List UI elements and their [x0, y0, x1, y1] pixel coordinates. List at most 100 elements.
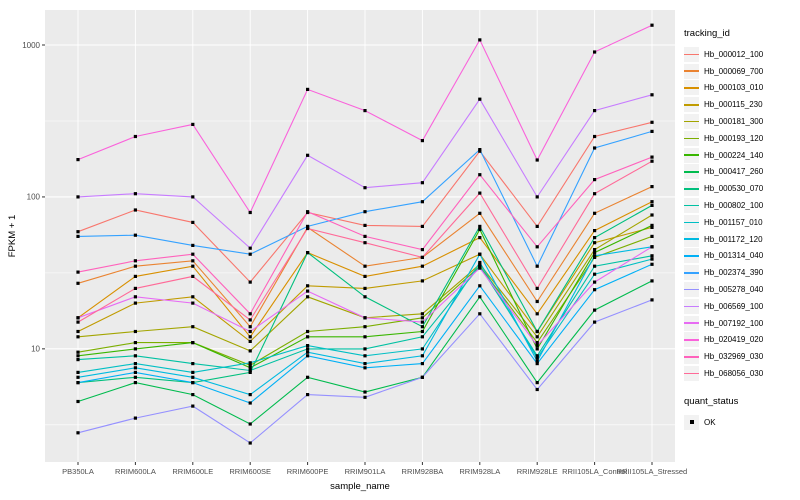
- data-point: [593, 254, 597, 258]
- legend-item: OK: [684, 414, 798, 431]
- legend-item-label: Hb_007192_100: [704, 318, 764, 328]
- legend: tracking_id Hb_000012_100 Hb_000069_700 Hb…: [684, 28, 798, 431]
- data-point: [191, 220, 195, 224]
- data-point: [76, 158, 80, 162]
- data-point: [363, 109, 367, 113]
- y-tick-label: 10: [31, 345, 40, 354]
- data-point: [650, 213, 654, 217]
- data-point: [248, 325, 252, 329]
- data-point: [191, 295, 195, 299]
- legend-item: Hb_000193_120: [684, 130, 798, 147]
- data-point: [76, 230, 80, 234]
- legend-item: Hb_000417_260: [684, 164, 798, 181]
- data-point: [650, 225, 654, 229]
- data-point: [191, 375, 195, 379]
- x-tick-label: RRIM600PE: [287, 467, 329, 476]
- data-point: [593, 251, 597, 255]
- legend-item: Hb_000802_100: [684, 197, 798, 214]
- data-point: [76, 350, 80, 354]
- data-point: [535, 224, 539, 228]
- data-point: [478, 312, 482, 316]
- data-point: [306, 335, 310, 339]
- data-point: [478, 38, 482, 42]
- x-tick-label: RRII105LA_Control: [562, 467, 627, 476]
- data-point: [420, 335, 424, 339]
- legend-key-line-icon: [684, 198, 699, 214]
- x-tick-label: RRIM901LA: [345, 467, 386, 476]
- data-point: [420, 255, 424, 259]
- data-point: [306, 284, 310, 288]
- data-point: [478, 266, 482, 270]
- legend-item-label: Hb_020419_020: [704, 335, 764, 345]
- data-point: [420, 200, 424, 204]
- data-point: [478, 252, 482, 256]
- data-point: [478, 295, 482, 299]
- data-point: [593, 134, 597, 139]
- y-tick-label: 1000: [22, 41, 40, 50]
- data-point: [306, 393, 310, 397]
- x-tick-label: RRIM600SE: [229, 467, 271, 476]
- data-point: [535, 312, 539, 316]
- legend-item: Hb_068056_030: [684, 365, 798, 382]
- legend-item-label: Hb_000103_010: [704, 83, 764, 93]
- data-point: [76, 234, 80, 238]
- data-point: [363, 264, 367, 268]
- data-point: [535, 344, 539, 348]
- data-point: [478, 211, 482, 215]
- data-point: [76, 399, 80, 404]
- data-point: [650, 234, 654, 238]
- legend-item: Hb_001314_040: [684, 248, 798, 265]
- legend-item-label: Hb_002374_390: [704, 268, 764, 278]
- legend-key-line-icon: [684, 130, 699, 146]
- data-point: [420, 279, 424, 283]
- data-point: [191, 301, 195, 305]
- data-point: [133, 295, 137, 299]
- data-point: [593, 288, 597, 292]
- legend-key-line-icon: [684, 349, 699, 365]
- data-point: [76, 431, 80, 435]
- data-point: [650, 185, 654, 189]
- data-point: [191, 341, 195, 345]
- data-point: [306, 251, 310, 255]
- legend-key-line-icon: [684, 147, 699, 163]
- legend-item: Hb_002374_390: [684, 264, 798, 281]
- data-point: [535, 335, 539, 339]
- legend-item-label: Hb_000224_140: [704, 150, 764, 160]
- data-point: [650, 93, 654, 97]
- data-point: [76, 375, 80, 379]
- data-point: [650, 159, 654, 163]
- legend-item-label: Hb_006569_100: [704, 301, 764, 311]
- legend-item-label: Hb_001314_040: [704, 251, 764, 261]
- legend-item-label: Hb_068056_030: [704, 369, 764, 379]
- data-point: [478, 173, 482, 177]
- data-point: [420, 354, 424, 358]
- data-point: [248, 422, 252, 426]
- data-point: [535, 381, 539, 385]
- data-point: [191, 370, 195, 374]
- data-point: [133, 341, 137, 345]
- legend-item: Hb_001157_010: [684, 214, 798, 231]
- legend-key-line-icon: [684, 181, 699, 197]
- data-point: [363, 223, 367, 227]
- data-point: [650, 254, 654, 258]
- data-point: [535, 158, 539, 162]
- data-point: [650, 23, 654, 27]
- data-point: [593, 109, 597, 113]
- data-point: [650, 262, 654, 266]
- data-point: [535, 341, 539, 345]
- data-point: [535, 347, 539, 351]
- data-point: [650, 257, 654, 261]
- panel-background: [45, 10, 675, 462]
- data-point: [420, 248, 424, 252]
- data-point: [650, 245, 654, 249]
- data-point: [363, 354, 367, 358]
- legend-key-line-icon: [684, 315, 699, 331]
- data-point: [76, 320, 80, 324]
- data-point: [593, 211, 597, 215]
- legend-key-line-icon: [684, 231, 699, 247]
- data-point: [593, 320, 597, 324]
- data-point: [133, 416, 137, 420]
- legend-key-point-icon: [684, 414, 699, 430]
- data-point: [478, 148, 482, 152]
- data-point: [650, 120, 654, 124]
